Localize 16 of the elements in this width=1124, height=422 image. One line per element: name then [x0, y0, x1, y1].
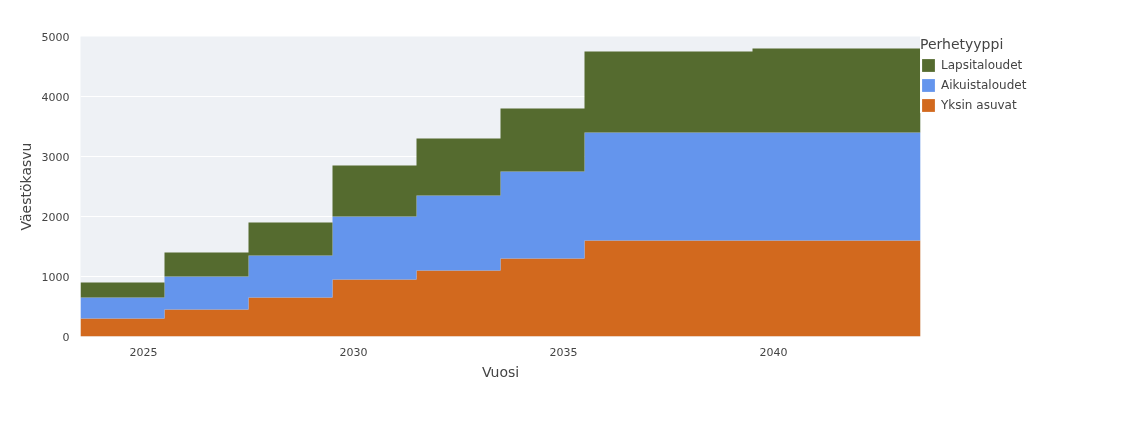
x-tick-label: 2025 [129, 345, 158, 359]
x-tick-label: 2035 [549, 345, 578, 359]
y-tick-label: 0 [62, 330, 70, 344]
legend-label: Aikuistaloudet [941, 78, 1027, 92]
x-tick-label: 2040 [759, 345, 788, 359]
y-tick-label: 4000 [41, 90, 70, 104]
legend-title: Perhetyyppi [920, 36, 1005, 52]
y-tick-label: 2000 [41, 210, 70, 224]
y-tick-label: 3000 [41, 150, 70, 164]
y-tick-label: 1000 [41, 270, 70, 284]
y-axis-title: Väestökasvu [17, 142, 34, 231]
series-label: Lapsitaloudet [941, 58, 1023, 72]
x-tick-label: 2030 [339, 345, 368, 359]
legend-label: Yksin asuvat [941, 98, 1017, 112]
x-axis-title: Vuosi [481, 363, 520, 380]
y-tick-label: 5000 [41, 30, 70, 44]
